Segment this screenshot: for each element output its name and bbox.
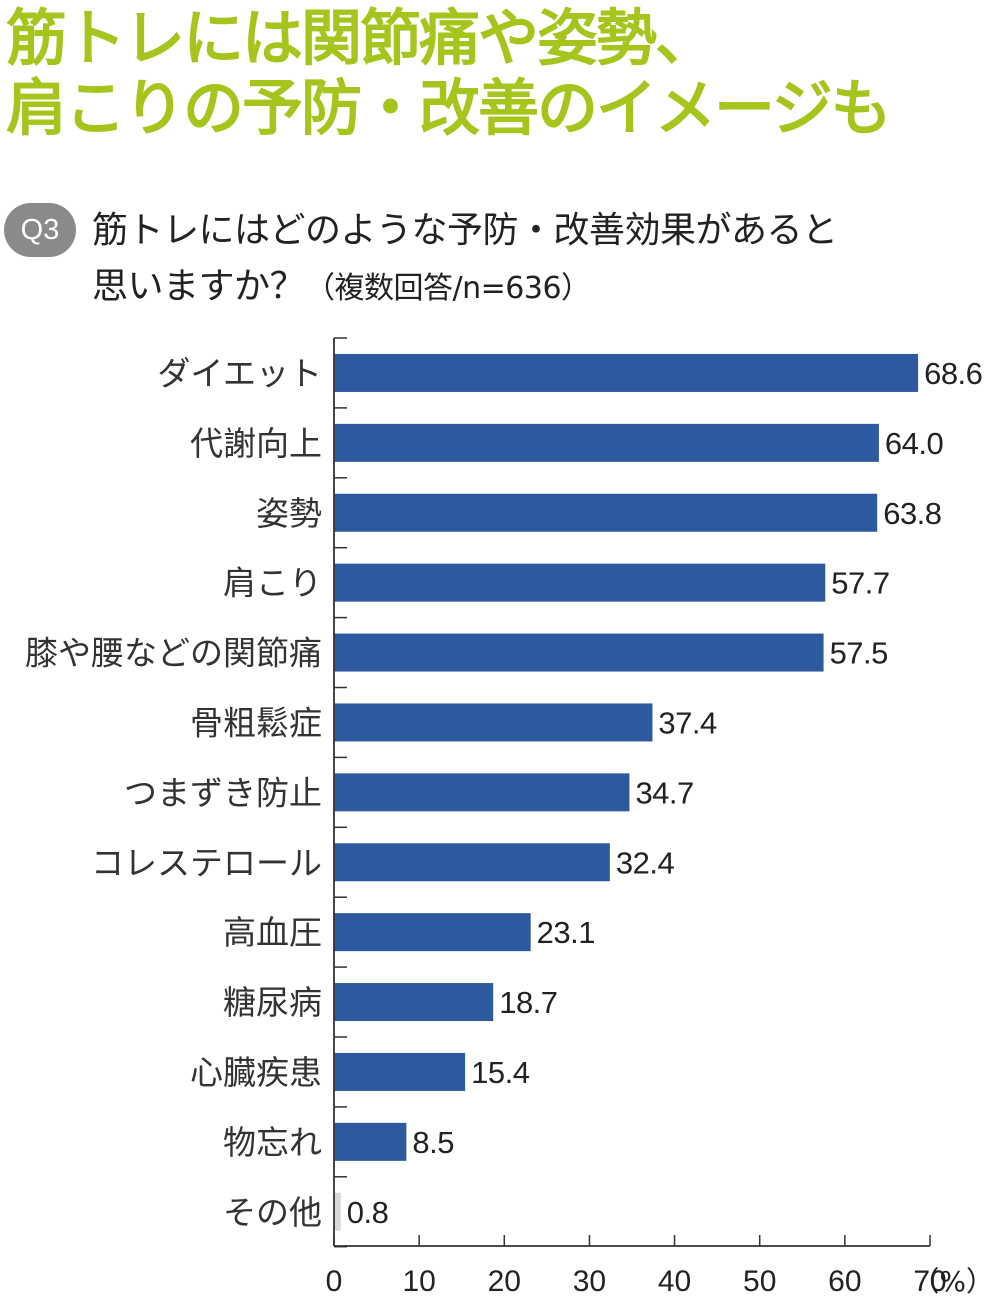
question-line-2-main: 思いますか？ <box>92 266 306 307</box>
bar <box>334 773 630 812</box>
category-label: 糖尿病 <box>223 983 322 1022</box>
category-label: その他 <box>223 1193 322 1232</box>
bar <box>334 423 879 462</box>
x-tick-label: 20 <box>488 1265 521 1298</box>
data-label: 34.7 <box>635 775 693 810</box>
bar <box>334 1122 407 1161</box>
headline-line-1: 筋トレには関節痛や姿勢、 <box>6 3 716 74</box>
bar <box>334 633 824 672</box>
x-axis-unit: （%） <box>911 1265 994 1298</box>
data-label: 18.7 <box>499 985 557 1020</box>
bar <box>334 493 878 532</box>
bar <box>334 983 494 1022</box>
x-tick-label: 40 <box>658 1265 691 1298</box>
x-tick-label: 50 <box>743 1265 776 1298</box>
data-label: 57.7 <box>831 566 889 601</box>
category-label: 骨粗鬆症 <box>190 703 322 742</box>
data-label: 57.5 <box>830 636 888 671</box>
data-label: 63.8 <box>883 496 941 531</box>
category-label: 姿勢 <box>256 494 322 533</box>
bar <box>334 1052 466 1091</box>
headline-line-2: 肩こりの予防・改善のイメージも <box>6 73 892 144</box>
category-label: コレステロール <box>91 843 322 882</box>
category-label: 肩こり <box>223 564 322 603</box>
data-label: 37.4 <box>658 705 717 740</box>
category-label: 心臓疾患 <box>190 1053 322 1092</box>
question-line-2: 思いますか？（複数回答/n=636） <box>92 259 992 317</box>
data-label: 15.4 <box>471 1055 530 1090</box>
bar <box>334 913 531 952</box>
x-tick-label: 10 <box>402 1265 435 1298</box>
x-tick-label: 0 <box>326 1265 343 1298</box>
data-label: 32.4 <box>616 845 675 880</box>
category-label: つまずき防止 <box>124 773 322 812</box>
bar <box>334 703 653 742</box>
data-label: 64.0 <box>885 426 944 461</box>
question-line-1: 筋トレにはどのような予防・改善効果があると <box>92 210 838 251</box>
data-label: 23.1 <box>537 915 595 950</box>
question-badge: Q3 <box>4 203 76 257</box>
data-label: 0.8 <box>347 1195 389 1230</box>
x-tick-label: 70 <box>913 1265 946 1298</box>
question-text: 筋トレにはどのような予防・改善効果があると 思いますか？（複数回答/n=636） <box>92 203 992 317</box>
bar <box>334 1192 341 1231</box>
question-note: （複数回答/n=636） <box>305 271 591 306</box>
category-label: 物忘れ <box>223 1123 322 1162</box>
category-label: 高血圧 <box>223 913 322 952</box>
category-label: 膝や腰などの関節痛 <box>25 634 322 673</box>
bar <box>334 843 610 882</box>
data-label: 68.6 <box>924 356 982 391</box>
bar <box>334 563 826 602</box>
headline: 筋トレには関節痛や姿勢、 肩こりの予防・改善のイメージも <box>6 4 996 144</box>
category-label: ダイエット <box>157 354 322 393</box>
bar <box>334 353 919 392</box>
category-label: 代謝向上 <box>190 424 322 463</box>
data-label: 8.5 <box>412 1125 454 1160</box>
x-tick-label: 60 <box>828 1265 861 1298</box>
x-tick-label: 30 <box>573 1265 606 1298</box>
